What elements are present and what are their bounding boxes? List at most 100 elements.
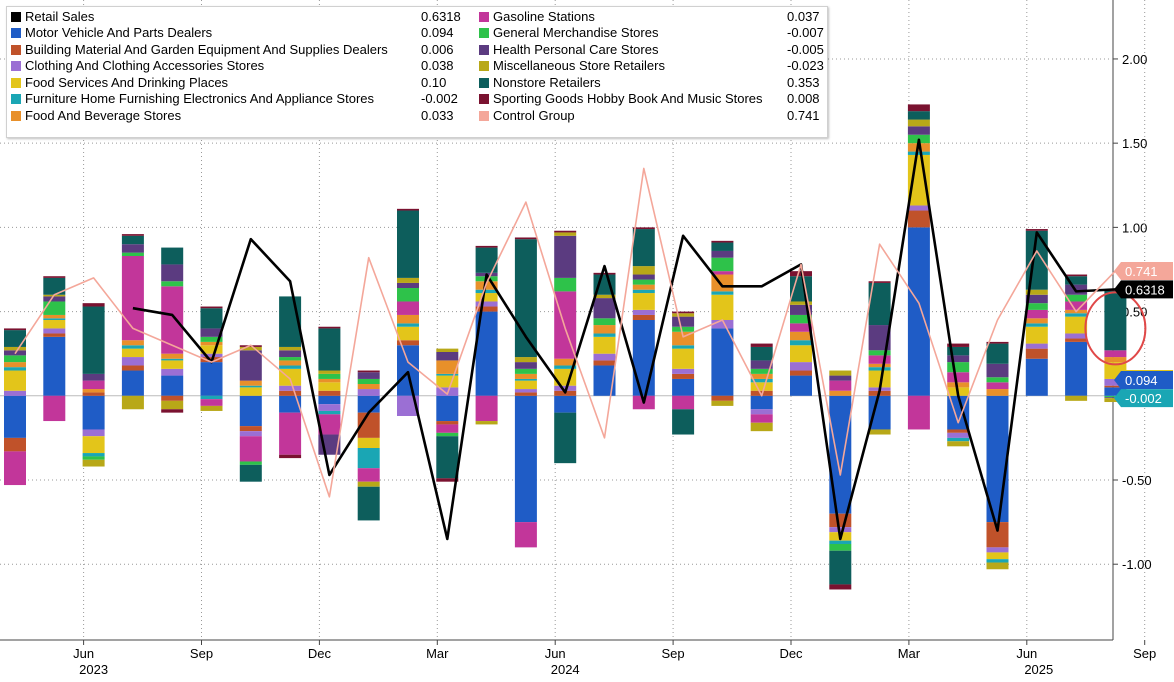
legend-label: Health Personal Care Stores — [493, 42, 659, 57]
bar-segment-fu — [711, 291, 734, 295]
bar-segment-sp — [554, 230, 577, 233]
bar-segment-ns — [711, 242, 734, 251]
legend-value: 0.10 — [421, 75, 447, 90]
bar-segment-fu — [4, 367, 26, 371]
legend-swatch — [479, 61, 489, 71]
bar-segment-ns — [475, 247, 498, 273]
bar-segment-fu — [632, 289, 655, 294]
axis-value-tag-bg — [1114, 261, 1173, 280]
bar-segment-fu — [318, 410, 341, 415]
x-tick-label: Sep — [1133, 646, 1156, 661]
bar-segment-mv — [907, 227, 930, 396]
bar-segment-fs — [750, 382, 773, 391]
bar-segment-bm — [672, 373, 695, 379]
bar-segment-bm — [4, 437, 26, 452]
x-tick-label: Sep — [190, 646, 213, 661]
bar-segment-ns — [632, 229, 655, 267]
bar-segment-bm — [436, 421, 459, 425]
x-tick-label: Jun — [545, 646, 566, 661]
legend-value: -0.007 — [787, 25, 824, 40]
bar-segment-hp — [357, 372, 380, 379]
month-bar-jun-2025 — [1025, 229, 1048, 396]
legend-value: -0.005 — [787, 42, 824, 57]
bar-segment-ms — [1104, 398, 1127, 403]
legend-item-miscellaneous: Miscellaneous Store Retailers -0.023 — [475, 58, 825, 74]
bar-segment-sp — [436, 478, 459, 482]
bar-segment-fs — [475, 293, 498, 302]
bar-segment-bm — [239, 426, 262, 432]
bar-segment-fs — [1025, 326, 1048, 344]
bar-segment-cl — [475, 301, 498, 307]
month-bar-jul-2023 — [121, 234, 144, 410]
bar-segment-gs — [43, 395, 66, 422]
bar-segment-ns — [397, 210, 419, 278]
bar-segment-bm — [161, 395, 184, 401]
bar-segment-fb — [4, 362, 26, 368]
bar-segment-fb — [868, 363, 891, 368]
bar-segment-ms — [672, 313, 695, 317]
bar-segment-ms — [632, 266, 655, 275]
bar-segment-fb — [1025, 318, 1048, 324]
bar-segment-bm — [1065, 338, 1088, 342]
bar-segment-mv — [1104, 387, 1127, 396]
bar-segment-mv — [1025, 358, 1048, 396]
bar-segment-cl — [632, 309, 655, 315]
bar-segment-ms — [82, 459, 105, 467]
bar-segment-fb — [397, 314, 419, 324]
bar-segment-gm — [397, 288, 419, 302]
legend-item-nonstore: Nonstore Retailers 0.353 — [475, 75, 825, 91]
bar-segment-gm — [750, 368, 773, 374]
axis-value-tag: -0.002 — [1114, 389, 1173, 408]
bar-segment-cl — [82, 429, 105, 437]
bar-segment-gm — [947, 362, 970, 373]
bar-segment-ms — [4, 346, 26, 351]
bar-segment-ns — [200, 308, 223, 329]
bar-segment-ns — [907, 111, 930, 120]
bar-segment-hp — [554, 235, 577, 278]
bar-segment-gs — [475, 395, 498, 422]
x-tick-label: Mar — [426, 646, 449, 661]
bar-segment-ms — [868, 429, 891, 435]
bar-segment-fu — [554, 365, 577, 369]
bar-segment-sp — [672, 311, 695, 314]
bar-segment-fs — [82, 436, 105, 454]
bar-segment-ms — [1065, 395, 1088, 401]
bar-segment-sp — [397, 208, 419, 211]
legend-swatch — [479, 111, 489, 121]
bar-segment-cl — [1025, 343, 1048, 349]
bar-segment-fb — [82, 389, 105, 393]
bar-segment-bm — [82, 392, 105, 396]
bar-segment-gs — [986, 382, 1009, 390]
bar-segment-ns — [750, 346, 773, 361]
bar-segment-mv — [750, 395, 773, 410]
bar-segment-fs — [239, 387, 262, 396]
bar-segment-bm — [318, 390, 341, 396]
bar-segment-fb — [279, 360, 302, 366]
bar-segment-ms — [514, 357, 537, 363]
legend-item-retail-sales: Retail Sales 0.6318 — [7, 9, 467, 25]
bar-segment-cl — [121, 357, 144, 366]
bar-segment-fs — [4, 370, 26, 391]
bar-segment-hp — [1025, 294, 1048, 304]
legend-swatch — [11, 111, 21, 121]
bar-segment-ns — [554, 412, 577, 464]
legend-label: Furniture Home Furnishing Electronics An… — [25, 91, 375, 106]
x-year-label: 2025 — [1024, 662, 1053, 677]
bar-segment-gs — [357, 468, 380, 482]
bar-segment-hp — [829, 375, 852, 381]
bar-segment-mv — [121, 370, 144, 396]
bar-segment-gm — [1025, 303, 1048, 310]
legend-swatch — [11, 28, 21, 38]
x-tick-label: Jun — [1016, 646, 1037, 661]
bar-segment-gm — [1065, 294, 1088, 302]
bar-segment-mv — [672, 378, 695, 396]
bar-segment-fb — [1104, 357, 1127, 363]
bar-segment-sp — [279, 454, 302, 459]
bar-segment-ms — [279, 346, 302, 351]
bar-segment-ms — [593, 294, 616, 299]
bar-segment-cl — [514, 389, 537, 393]
bar-segment-sp — [632, 227, 655, 230]
control-group-line — [14, 167, 1116, 498]
bar-segment-fu — [1025, 323, 1048, 327]
legend-value: -0.023 — [787, 58, 824, 73]
